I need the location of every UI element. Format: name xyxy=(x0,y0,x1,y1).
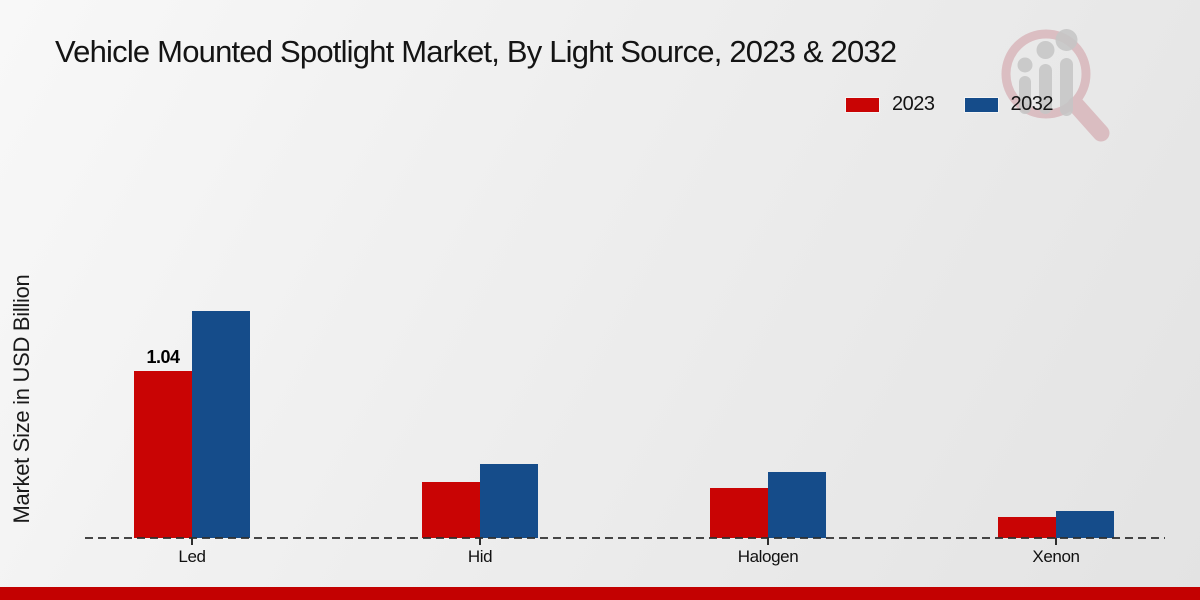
legend-swatch-2032 xyxy=(963,96,999,113)
x-axis-label-led: Led xyxy=(178,547,206,566)
chart-title: Vehicle Mounted Spotlight Market, By Lig… xyxy=(55,34,897,69)
bar-2032-xenon xyxy=(1056,511,1114,538)
legend-label-2023: 2023 xyxy=(892,93,935,115)
bar-2032-halogen xyxy=(768,472,826,538)
bar-value-label-led-2023: 1.04 xyxy=(146,346,180,367)
x-tick-led xyxy=(191,538,193,545)
footer-accent-bar xyxy=(0,587,1200,600)
legend-item-2023: 2023 xyxy=(845,93,935,116)
brand-watermark-logo xyxy=(1001,29,1110,142)
x-axis-label-hid: Hid xyxy=(467,547,493,566)
x-tick-xenon xyxy=(1055,538,1057,545)
bar-2023-halogen xyxy=(710,488,768,538)
bar-2032-led xyxy=(192,311,250,538)
legend-swatch-2023 xyxy=(845,96,880,113)
y-axis-label: Market Size in USD Billion xyxy=(9,274,34,524)
bar-chart-icon xyxy=(1017,29,1078,116)
bar-2023-xenon xyxy=(998,517,1056,538)
x-axis-label-xenon: Xenon xyxy=(1032,547,1080,566)
x-axis-label-halogen: Halogen xyxy=(737,547,799,566)
bar-2023-hid xyxy=(422,482,480,538)
legend: 2023 2032 xyxy=(845,93,1053,116)
x-tick-halogen xyxy=(767,538,769,545)
legend-item-2032: 2032 xyxy=(963,93,1054,116)
bar-2023-led xyxy=(134,371,192,538)
x-tick-hid xyxy=(479,538,481,545)
bar-2032-hid xyxy=(480,464,538,538)
legend-label-2032: 2032 xyxy=(1010,93,1054,115)
magnifier-icon xyxy=(1001,29,1110,142)
